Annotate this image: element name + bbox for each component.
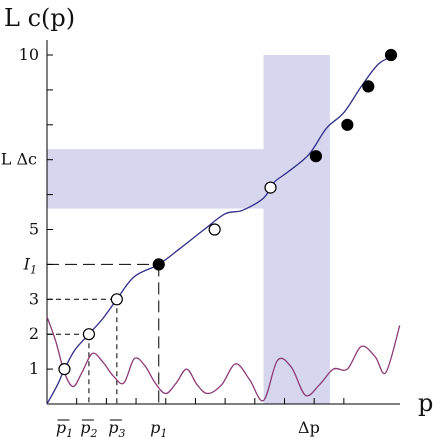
open-point xyxy=(58,363,71,376)
y-tick-label: 5 xyxy=(29,220,39,239)
x-annotation-label: p1 xyxy=(56,418,73,439)
filled-point xyxy=(341,118,354,131)
shaded-bands xyxy=(47,55,330,404)
y-tick-label: 10 xyxy=(19,45,39,64)
y-ticks: 1 2 3 5 10 xyxy=(19,45,53,378)
y-tick-label: 3 xyxy=(29,289,39,308)
y-annotation-label: I1 xyxy=(23,254,37,276)
x-annotation-subscript: 3 xyxy=(118,427,125,439)
series-line-main xyxy=(46,54,397,405)
x-annotation-subscript: 1 xyxy=(160,427,167,439)
x-annotation-label: Δp xyxy=(298,418,320,437)
x-annotation-label: p3 xyxy=(108,418,125,439)
y-annotation-subscript: 1 xyxy=(30,263,37,276)
x-annotation-subscript: 2 xyxy=(90,427,98,439)
filled-point xyxy=(309,150,323,163)
filled-point xyxy=(152,258,165,271)
data-points xyxy=(58,48,398,376)
y-axis-label: L c(p) xyxy=(4,4,75,32)
y-tick-label: 2 xyxy=(29,324,39,343)
filled-point xyxy=(362,80,375,93)
x-annotation-label: p2 xyxy=(80,418,97,439)
x-annotation-label: p1 xyxy=(150,418,167,439)
open-point xyxy=(208,223,221,236)
x-axis-label: p xyxy=(418,389,433,417)
y-annotation-label: L Δc xyxy=(1,150,37,169)
series-line-lower xyxy=(46,316,401,402)
filled-point xyxy=(384,48,398,62)
shaded-band-y xyxy=(47,149,330,209)
series-lines xyxy=(46,54,401,405)
dashed-guides xyxy=(47,263,160,404)
x-ticks xyxy=(76,398,345,404)
open-point xyxy=(110,293,123,306)
y-tick-label: 1 xyxy=(29,359,39,378)
open-point xyxy=(82,328,96,341)
x-annotation-subscript: 1 xyxy=(66,427,73,439)
axes xyxy=(46,40,400,405)
shaded-band-x xyxy=(263,55,330,404)
open-point xyxy=(264,181,277,194)
